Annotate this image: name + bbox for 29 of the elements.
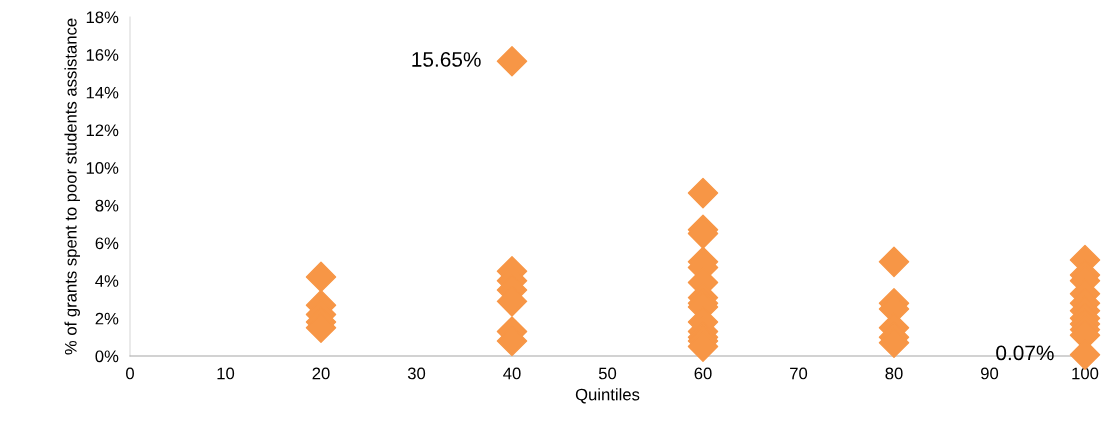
x-tick-label: 60	[694, 367, 712, 380]
point	[687, 177, 719, 209]
annotation: 15.65%	[412, 52, 481, 67]
y-axis-title: % of grants spent to poor students assistance	[64, 18, 80, 355]
x-tick-label: 0	[126, 367, 134, 380]
y-tick-label: 14%	[86, 86, 119, 99]
y-tick-label: 18%	[86, 11, 119, 24]
x-tick-label: 90	[981, 367, 999, 380]
y-tick-label: 0%	[95, 350, 119, 363]
x-tick-label: 30	[407, 367, 426, 380]
y-tick-label: 10%	[86, 162, 119, 174]
y-tick-label: 4%	[95, 275, 119, 287]
point	[878, 246, 910, 278]
y-tick-label: 6%	[95, 237, 119, 250]
x-tick-label: 70	[790, 367, 808, 380]
y-tick-label: 16%	[86, 49, 119, 61]
x-axis-title: Quintiles	[575, 388, 640, 404]
x-tick-label: 100	[1072, 367, 1099, 380]
x-tick-label: 50	[598, 367, 617, 380]
y-tick-label: 12%	[86, 124, 119, 137]
x-tick-label: 80	[885, 367, 903, 380]
point	[305, 261, 337, 293]
y-tick-label: 2%	[95, 312, 119, 325]
annotation: 0.07%	[996, 345, 1054, 361]
point	[496, 45, 528, 77]
x-tick-label: 10	[217, 367, 235, 380]
y-tick-label: 8%	[95, 199, 119, 212]
x-tick-label: 20	[312, 367, 330, 380]
x-tick-label: 40	[503, 367, 521, 380]
